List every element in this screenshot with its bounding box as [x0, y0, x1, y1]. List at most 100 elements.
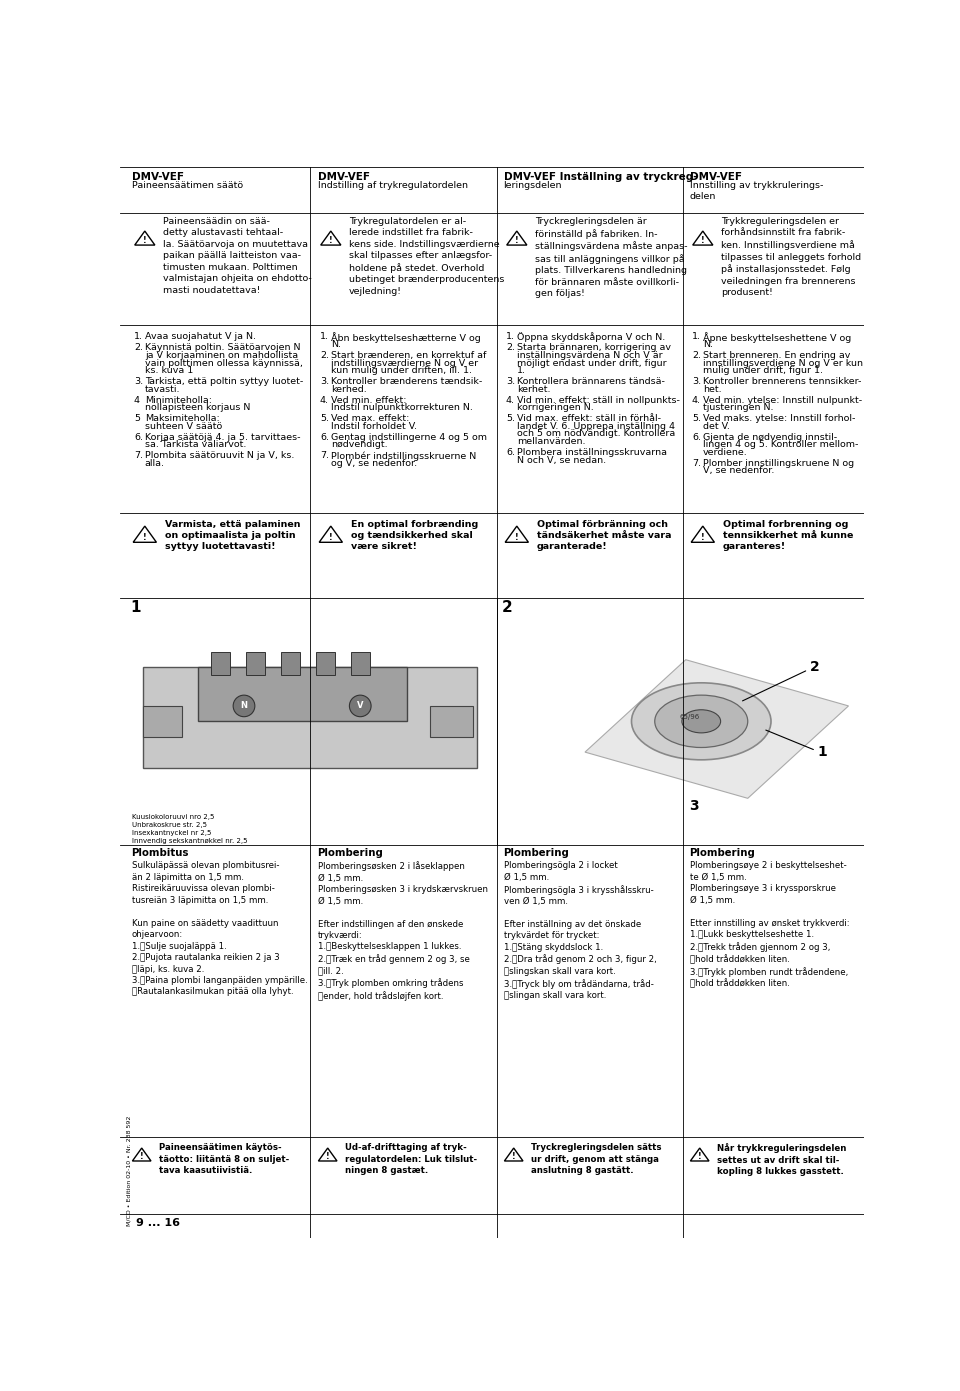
- Text: 4.: 4.: [692, 395, 701, 405]
- Polygon shape: [585, 659, 849, 798]
- Text: Optimal forbrenning og
tennsikkerhet må kunne
garanteres!: Optimal forbrenning og tennsikkerhet må …: [723, 520, 853, 551]
- Text: 1: 1: [130, 601, 140, 615]
- Text: 7.: 7.: [692, 459, 701, 467]
- Text: Ud-af-drifttaging af tryk-
regulatordelen: Luk tilslut-
ningen 8 gastæt.: Ud-af-drifttaging af tryk- regulatordele…: [345, 1143, 477, 1175]
- Text: Gentag indstillingerne 4 og 5 om: Gentag indstillingerne 4 og 5 om: [331, 433, 487, 441]
- Text: 6.: 6.: [692, 433, 701, 441]
- Text: Tryckregleringsdelen är
förinställd på fabriken. In-
ställningsvärdena måste anp: Tryckregleringsdelen är förinställd på f…: [535, 217, 687, 298]
- Text: !: !: [329, 533, 332, 541]
- Text: Paineensäätimen säätö: Paineensäätimen säätö: [132, 181, 243, 189]
- Text: Käynnistä poltin. Säätöarvojen N: Käynnistä poltin. Säätöarvojen N: [145, 344, 300, 352]
- Bar: [247, 652, 265, 675]
- Text: Paineensäätimen käytös-
täotto: liitäntä 8 on suljet-
tava kaasutiivistiä.: Paineensäätimen käytös- täotto: liitäntä…: [158, 1143, 289, 1175]
- Text: !: !: [515, 533, 518, 541]
- Text: Vid max. effekt: ställ in förhål-: Vid max. effekt: ställ in förhål-: [516, 415, 660, 423]
- Text: 6.: 6.: [506, 448, 515, 458]
- Text: 1.: 1.: [692, 332, 701, 341]
- Text: Plomberingsøye 2 i beskyttelseshet-
te Ø 1,5 mm.
Plomberingsøye 3 i kryssporskru: Plomberingsøye 2 i beskyttelseshet- te Ø…: [689, 861, 850, 989]
- Text: Ved min. effekt:: Ved min. effekt:: [331, 395, 406, 405]
- Text: !: !: [701, 236, 705, 245]
- Text: indstillingsværdierne N og V er: indstillingsværdierne N og V er: [331, 359, 478, 367]
- Text: Plombita säätöruuvit N ja V, ks.: Plombita säätöruuvit N ja V, ks.: [145, 451, 294, 460]
- Text: Innstilling av trykkrulerings-
delen: Innstilling av trykkrulerings- delen: [689, 181, 823, 200]
- Text: 2.: 2.: [134, 344, 143, 352]
- Text: tavasti.: tavasti.: [145, 385, 180, 394]
- Text: DMV-VEF: DMV-VEF: [689, 171, 742, 182]
- Text: Plomberingsøsken 2 i låseklappen
Ø 1,5 mm.
Plomberingsøsken 3 i krydskærvskruen
: Plomberingsøsken 2 i låseklappen Ø 1,5 m…: [318, 861, 488, 1002]
- Text: !: !: [698, 1152, 702, 1161]
- Text: Plomberingsögla 2 i locket
Ø 1,5 mm.
Plomberingsögla 3 i krysshålsskru-
ven Ø 1,: Plomberingsögla 2 i locket Ø 1,5 mm. Plo…: [504, 861, 657, 1000]
- Ellipse shape: [655, 696, 748, 747]
- Text: Tarkista, että poltin syttyy luotet-: Tarkista, että poltin syttyy luotet-: [145, 377, 303, 387]
- Text: kun mulig under driften, ill. 1.: kun mulig under driften, ill. 1.: [331, 366, 471, 376]
- Text: Varmista, että palaminen
on optimaalista ja poltin
syttyy luotettavasti!: Varmista, että palaminen on optimaalista…: [165, 520, 300, 551]
- Text: Paineensäädin on sää-
detty alustavasti tehtaal-
la. Säätöarvoja on muutettava
p: Paineensäädin on sää- detty alustavasti …: [162, 217, 311, 295]
- Text: Kuusiokoloruuvi nro 2,5
Unbrakoskrue str. 2,5
Insexkantnyckel nr 2,5
Innvendig s: Kuusiokoloruuvi nro 2,5 Unbrakoskrue str…: [132, 814, 247, 844]
- Text: 1.: 1.: [516, 366, 526, 376]
- Text: verdiene.: verdiene.: [703, 448, 748, 458]
- Text: landet V. 6. Upprepa inställning 4: landet V. 6. Upprepa inställning 4: [516, 421, 675, 431]
- Text: Start brenneren. En endring av: Start brenneren. En endring av: [703, 351, 851, 360]
- Text: innstillingsverdiene N og V er kun: innstillingsverdiene N og V er kun: [703, 359, 863, 367]
- Text: Plombera inställningsskruvarna: Plombera inställningsskruvarna: [516, 448, 667, 458]
- Text: 3.: 3.: [506, 377, 516, 387]
- Text: Når trykkreguleringsdelen
settes ut av drift skal til-
kopling 8 lukkes gasstett: Når trykkreguleringsdelen settes ut av d…: [717, 1143, 846, 1177]
- Text: 2.: 2.: [506, 344, 515, 352]
- Text: kerhed.: kerhed.: [331, 385, 367, 394]
- Text: N.: N.: [703, 341, 712, 349]
- Text: Maksimiteholla:: Maksimiteholla:: [145, 415, 220, 423]
- Text: 3.: 3.: [134, 377, 143, 387]
- Text: !: !: [512, 1152, 516, 1161]
- Text: Trykregulatordelen er al-
lerede indstillet fra fabrik-
kens side. Indstillingsv: Trykregulatordelen er al- lerede indstil…: [348, 217, 504, 296]
- Bar: [430, 705, 472, 737]
- Text: 65/96: 65/96: [680, 715, 700, 721]
- Text: korrigeringen N.: korrigeringen N.: [516, 403, 593, 412]
- Text: Plombitus: Plombitus: [132, 849, 189, 858]
- Text: Kontroller brænderens tændsik-: Kontroller brænderens tændsik-: [331, 377, 482, 387]
- Text: 3: 3: [688, 798, 698, 812]
- Text: mellanvärden.: mellanvärden.: [516, 437, 586, 447]
- Text: DMV-VEF Inställning av tryckreg-: DMV-VEF Inställning av tryckreg-: [504, 171, 697, 182]
- Text: 5: 5: [134, 415, 140, 423]
- Text: Korjaa säätöjä 4. ja 5. tarvittaes-: Korjaa säätöjä 4. ja 5. tarvittaes-: [145, 433, 300, 441]
- Text: Indstil nulpunktkorrekturen N.: Indstil nulpunktkorrekturen N.: [331, 403, 472, 412]
- Text: Plombér indstillingsskruerne N: Plombér indstillingsskruerne N: [331, 451, 476, 460]
- Text: 5.: 5.: [506, 415, 515, 423]
- Text: Kontroller brennerens tennsikker-: Kontroller brennerens tennsikker-: [703, 377, 861, 387]
- Circle shape: [233, 696, 254, 716]
- Text: het.: het.: [703, 385, 721, 394]
- Text: N.: N.: [331, 341, 341, 349]
- Text: inställningsvärdena N och V är: inställningsvärdena N och V är: [516, 351, 662, 360]
- Text: N och V, se nedan.: N och V, se nedan.: [516, 456, 606, 465]
- Text: nollapisteen korjaus N: nollapisteen korjaus N: [145, 403, 251, 412]
- Bar: [316, 652, 335, 675]
- Bar: [143, 668, 476, 768]
- Text: 5.: 5.: [320, 415, 329, 423]
- Text: 1: 1: [818, 746, 828, 759]
- Text: alla.: alla.: [145, 459, 165, 467]
- Text: Ved min. ytelse: Innstill nulpunkt-: Ved min. ytelse: Innstill nulpunkt-: [703, 395, 862, 405]
- Bar: [351, 652, 370, 675]
- Text: 5.: 5.: [692, 415, 701, 423]
- Text: 4.: 4.: [320, 395, 329, 405]
- Text: mulig under drift, figur 1.: mulig under drift, figur 1.: [703, 366, 823, 376]
- Text: Plomber innstillingskruene N og: Plomber innstillingskruene N og: [703, 459, 854, 467]
- Text: Indstilling af trykregulatordelen: Indstilling af trykregulatordelen: [318, 181, 468, 189]
- Bar: [143, 705, 182, 737]
- Text: 2.: 2.: [320, 351, 329, 360]
- Text: Kontrollera brännarens tändsä-: Kontrollera brännarens tändsä-: [516, 377, 664, 387]
- Text: sa. Tarkista väliarvot.: sa. Tarkista väliarvot.: [145, 441, 246, 449]
- Text: 7.: 7.: [320, 451, 329, 460]
- Text: ja V korjaaminen on mahdollista: ja V korjaaminen on mahdollista: [145, 351, 298, 360]
- Text: 1.: 1.: [320, 332, 329, 341]
- Text: 3.: 3.: [692, 377, 701, 387]
- Text: Åpne beskyttelseshettene V og: Åpne beskyttelseshettene V og: [703, 332, 852, 344]
- Text: 2.: 2.: [692, 351, 701, 360]
- Text: Tryckregleringsdelen sätts
ur drift, genom att stänga
anslutning 8 gastätt.: Tryckregleringsdelen sätts ur drift, gen…: [531, 1143, 661, 1175]
- Text: Plombering: Plombering: [504, 849, 569, 858]
- Text: 4: 4: [134, 395, 140, 405]
- Text: kerhet.: kerhet.: [516, 385, 550, 394]
- Text: 6.: 6.: [320, 433, 329, 441]
- Text: !: !: [140, 1152, 143, 1161]
- Text: Plombering: Plombering: [318, 849, 383, 858]
